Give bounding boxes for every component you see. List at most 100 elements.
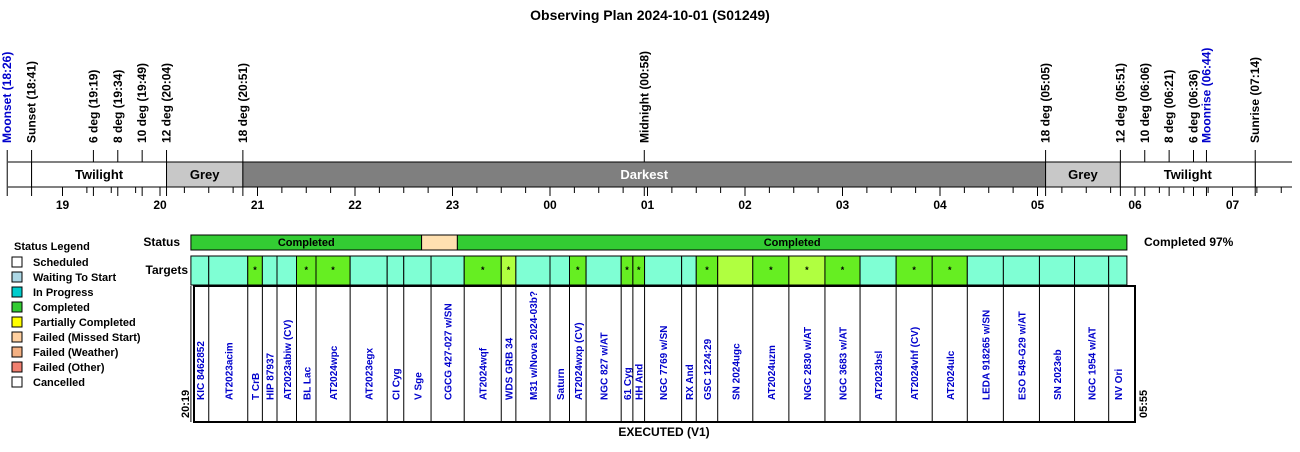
event-label: 12 deg (20:04)	[160, 63, 174, 143]
target-name: T CrB	[251, 373, 262, 400]
target-mark: *	[331, 265, 335, 275]
target-name: HH And	[635, 364, 646, 400]
target-cell	[717, 255, 754, 286]
target-name: AT2023egx	[365, 347, 376, 400]
event-label: 18 deg (20:51)	[236, 63, 250, 143]
target-mark: *	[841, 265, 845, 275]
targets-row-label: Targets	[146, 263, 189, 277]
target-mark: *	[769, 265, 773, 275]
legend-label: Failed (Missed Start)	[33, 332, 141, 344]
target-name: GSC 1224:29	[703, 338, 714, 400]
event-label: Sunrise (07:14)	[1248, 57, 1262, 143]
hour-tick-label: 03	[836, 198, 850, 212]
legend-swatch	[11, 346, 23, 358]
target-cell	[549, 255, 570, 286]
status-row-label: Status	[143, 235, 180, 249]
hour-axis: 19 20 21 22 23 00 01 02 03 04 05 06 07	[56, 187, 1282, 212]
target-name: AT2023abiw (CV)	[283, 320, 294, 400]
legend-label: Failed (Other)	[33, 362, 105, 374]
target-mark: *	[253, 265, 257, 275]
target-name: AT2024wpc	[329, 345, 340, 400]
status-segment-label: Completed	[278, 237, 335, 249]
target-mark: *	[304, 265, 308, 275]
target-name: NGC 7769 w/SN	[659, 326, 670, 400]
target-names: KIC 8462852 AT2023acim T CrB HIP 87937 AT202…	[190, 286, 1125, 422]
legend-label: In Progress	[33, 287, 94, 299]
legend-swatch	[11, 331, 23, 343]
target-name: AT2023bsl	[874, 350, 885, 400]
target-cell	[895, 255, 933, 286]
target-name: LEDA 918265 w/SN	[981, 310, 992, 400]
target-name: SN 2023eb	[1053, 349, 1064, 400]
event-label: 6 deg (06:36)	[1187, 70, 1201, 143]
target-cell	[515, 255, 551, 286]
target-name: SN 2024ugc	[731, 343, 742, 400]
target-cell	[788, 255, 826, 286]
executed-box	[193, 285, 1136, 423]
status-segment	[456, 234, 1128, 251]
legend-label: Completed	[33, 302, 90, 314]
target-name: M31 w/Nova 2024-03b?	[529, 291, 540, 400]
target-cell	[349, 255, 388, 286]
target-name: AT2024wxp (CV)	[574, 322, 585, 400]
legend-swatch	[11, 361, 23, 373]
legend-swatch	[11, 286, 23, 298]
legend-label: Partially Completed	[33, 317, 136, 329]
target-mark: *	[576, 265, 580, 275]
target-name: ESO 549-G29 w/AT	[1017, 311, 1028, 400]
hour-tick-label: 19	[56, 198, 70, 212]
hour-tick-label: 01	[641, 198, 655, 212]
hour-tick-label: 07	[1226, 198, 1240, 212]
sky-band	[1119, 161, 1256, 188]
target-cell	[644, 255, 683, 286]
status-legend: Status Legend Scheduled Waiting To Start I…	[11, 241, 141, 389]
legend-title: Status Legend	[14, 241, 90, 253]
target-mark: *	[805, 265, 809, 275]
hour-tick-label: 22	[348, 198, 362, 212]
target-cell	[386, 255, 405, 286]
target-cell	[190, 255, 210, 286]
target-cell	[966, 255, 1004, 286]
target-name: NV Ori	[1114, 369, 1125, 400]
target-mark: *	[912, 265, 916, 275]
target-name: AT2024ulc	[946, 350, 957, 400]
target-cell	[681, 255, 697, 286]
legend-swatch	[11, 271, 23, 283]
target-mark: *	[637, 265, 641, 275]
target-mark: *	[948, 265, 952, 275]
target-name: WDS GRB 34	[505, 337, 516, 400]
hour-tick-label: 05	[1031, 198, 1045, 212]
target-cell	[585, 255, 622, 286]
target-name: 61 Cyg	[623, 367, 634, 400]
event-label: 8 deg (06:21)	[1162, 70, 1176, 143]
target-cell	[1002, 255, 1040, 286]
event-label: Midnight (00:58)	[637, 51, 651, 143]
target-cell	[1108, 255, 1128, 286]
target-name: V Sge	[413, 372, 424, 400]
legend-label: Waiting To Start	[33, 272, 116, 284]
target-cell	[752, 255, 790, 286]
legend-swatch	[11, 316, 23, 328]
legend-label: Failed (Weather)	[33, 347, 119, 359]
legend-swatch	[11, 256, 23, 268]
target-name: AT2023acim	[224, 342, 235, 400]
sky-band	[166, 161, 244, 188]
target-mark: *	[481, 265, 485, 275]
sky-band	[242, 161, 1047, 188]
target-name: KIC 8462852	[196, 341, 207, 400]
target-cell	[1038, 255, 1076, 286]
hour-tick-label: 23	[446, 198, 460, 212]
event-label: 8 deg (19:34)	[111, 70, 125, 143]
target-name: NGC 3683 w/AT	[839, 327, 850, 400]
target-cell	[430, 255, 465, 286]
target-name: CGCG 427-027 w/SN	[444, 303, 455, 400]
event-label: 10 deg (19:49)	[135, 63, 149, 143]
target-name: NGC 2830 w/AT	[803, 327, 814, 400]
hour-tick-label: 04	[933, 198, 947, 212]
sky-band-label: Twilight	[75, 167, 124, 182]
target-name: BL Lac	[302, 366, 313, 400]
status-summary: Completed 97%	[1144, 235, 1234, 249]
target-name: AT2024wqf	[479, 347, 490, 400]
target-cell	[261, 255, 278, 286]
